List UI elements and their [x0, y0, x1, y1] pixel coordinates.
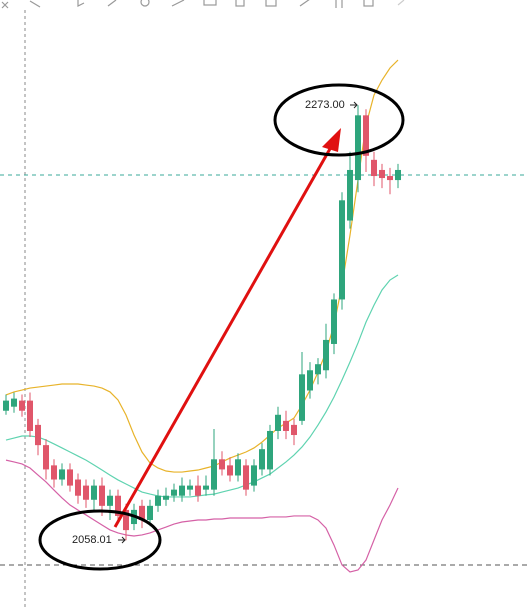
tool-icon[interactable]	[29, 0, 41, 8]
high-label: 2273.00	[305, 99, 345, 111]
candle-body	[35, 424, 41, 446]
annotations: 2273.00 2058.01	[38, 83, 405, 571]
tool-icon[interactable]	[397, 0, 405, 6]
band-line	[5, 274, 399, 498]
candle-body	[3, 400, 9, 411]
candle-body	[291, 424, 297, 436]
candle-body	[171, 489, 177, 496]
candle-body	[155, 495, 161, 506]
plot-area	[0, 59, 527, 573]
candle-body	[323, 339, 329, 371]
candle-body	[395, 169, 401, 181]
candle-body	[123, 509, 129, 531]
candle-body	[195, 485, 201, 496]
candle-body	[51, 465, 57, 480]
candle-body	[67, 469, 73, 486]
candle-body	[27, 400, 33, 431]
tool-icon[interactable]	[299, 0, 310, 7]
candle-body	[355, 115, 361, 181]
candle-body	[275, 414, 281, 431]
candle-body	[299, 374, 305, 421]
candle-body	[227, 465, 233, 476]
candle-body	[283, 420, 289, 431]
candle-body	[115, 495, 121, 516]
candle-body	[307, 370, 313, 391]
candle-body	[339, 200, 345, 300]
tool-icon[interactable]	[171, 0, 185, 7]
tool-icon[interactable]	[77, 0, 85, 7]
candle-body	[235, 459, 241, 476]
candle-body	[187, 485, 193, 490]
candle-body	[211, 459, 217, 490]
low-label: 2058.01	[72, 534, 112, 546]
candle-body	[147, 505, 153, 520]
candle-body	[59, 469, 65, 480]
label-pointer	[118, 536, 126, 544]
highlight-ellipse	[273, 83, 405, 157]
tool-icon[interactable]	[140, 0, 150, 7]
candle-body	[83, 485, 89, 500]
candle-body	[315, 364, 321, 375]
tool-icon[interactable]	[265, 0, 277, 7]
tool-icon[interactable]	[235, 0, 245, 7]
candle-body	[139, 505, 145, 520]
toolbar[interactable]	[1, 0, 405, 9]
candle-body	[203, 485, 209, 490]
candle-body	[75, 479, 81, 496]
tool-icon[interactable]	[203, 0, 217, 6]
candle-body	[371, 159, 377, 177]
candle-body	[259, 449, 265, 470]
candle-body	[331, 299, 337, 344]
tool-icon[interactable]	[335, 0, 343, 8]
candle-body	[219, 459, 225, 470]
candle-body	[243, 465, 249, 490]
candle-body	[163, 495, 169, 500]
highlight-ellipse	[38, 509, 162, 571]
candle-body	[11, 398, 17, 407]
tool-icon[interactable]	[363, 0, 374, 7]
candle-body	[107, 495, 113, 506]
tool-icon[interactable]	[107, 0, 117, 7]
candle-body	[267, 430, 273, 470]
trend-arrow	[113, 139, 337, 528]
candle-body	[19, 400, 25, 411]
candle-body	[99, 485, 105, 506]
arrow-head	[322, 128, 341, 152]
candle-body	[387, 176, 393, 181]
candle-body	[91, 485, 97, 500]
label-pointer	[350, 101, 358, 109]
candle-body	[43, 445, 49, 470]
candle-body	[347, 169, 353, 221]
tool-icon[interactable]	[1, 1, 9, 9]
band-line	[5, 459, 399, 573]
candle-body	[379, 169, 385, 179]
candle-body	[251, 465, 257, 486]
candle-body	[363, 115, 369, 156]
candle-body	[179, 485, 185, 496]
